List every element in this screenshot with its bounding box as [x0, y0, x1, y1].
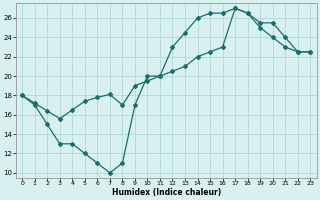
X-axis label: Humidex (Indice chaleur): Humidex (Indice chaleur)	[112, 188, 221, 197]
